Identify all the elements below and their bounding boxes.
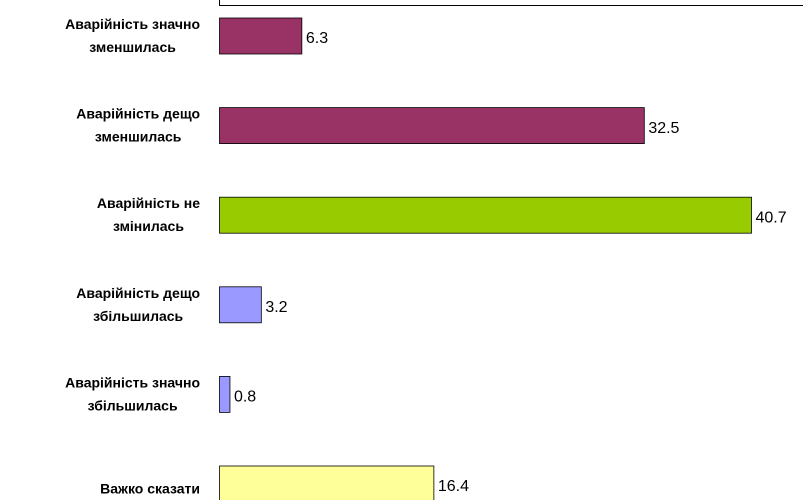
bar xyxy=(219,465,435,500)
value-label: 0.8 xyxy=(234,389,256,406)
category-label-line: Аварійність не xyxy=(97,195,200,211)
category-label-line: зменшилась xyxy=(89,39,176,55)
bar xyxy=(219,107,645,144)
category-label: Аварійність не змінилась xyxy=(97,195,200,234)
category-label-line: Аварійність дещо xyxy=(76,105,200,121)
category-label: Аварійність дещо зменшилась xyxy=(76,105,200,144)
category-label: Аварійність значно збільшилась xyxy=(65,374,200,413)
bar xyxy=(219,196,752,234)
category-label-line: змінилась xyxy=(113,218,184,234)
value-label: 40.7 xyxy=(756,209,787,226)
category-label-line: збільшилась xyxy=(88,397,178,413)
bar xyxy=(219,286,262,324)
bar xyxy=(219,375,231,413)
value-label: 3.2 xyxy=(265,299,287,316)
category-label: Важко сказати xyxy=(100,481,200,497)
category-label: Аварійність дещо збільшилась xyxy=(76,285,200,324)
category-label-line: збільшилась xyxy=(93,308,183,324)
bar xyxy=(219,17,303,55)
value-label: 16.4 xyxy=(438,478,469,495)
category-label-line: Аварійність дещо xyxy=(76,285,200,301)
category-label-line: Аварійність значно xyxy=(65,16,200,32)
category-label: Аварійність значно зменшилась xyxy=(65,16,200,55)
value-label: 6.3 xyxy=(306,30,328,47)
value-label: 32.5 xyxy=(648,120,679,137)
category-label-line: зменшилась xyxy=(95,128,182,144)
category-label-line: Аварійність значно xyxy=(65,374,200,390)
